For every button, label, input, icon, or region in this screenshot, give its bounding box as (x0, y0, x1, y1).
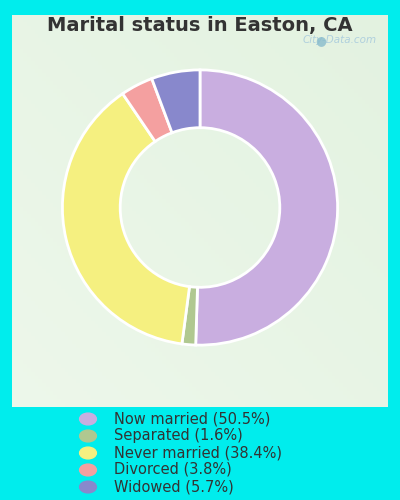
Circle shape (80, 464, 96, 476)
Text: Now married (50.5%): Now married (50.5%) (114, 411, 270, 426)
Text: Widowed (5.7%): Widowed (5.7%) (114, 479, 234, 494)
Text: City-Data.com: City-Data.com (302, 34, 377, 44)
Text: Divorced (3.8%): Divorced (3.8%) (114, 462, 232, 477)
Wedge shape (62, 94, 190, 344)
Wedge shape (196, 70, 338, 345)
Wedge shape (123, 78, 172, 142)
Circle shape (80, 447, 96, 459)
Text: Separated (1.6%): Separated (1.6%) (114, 428, 243, 443)
Text: Marital status in Easton, CA: Marital status in Easton, CA (47, 16, 353, 35)
Text: ●: ● (315, 34, 326, 47)
Circle shape (80, 430, 96, 442)
Circle shape (80, 413, 96, 425)
Circle shape (80, 481, 96, 493)
Wedge shape (152, 70, 200, 133)
Text: Never married (38.4%): Never married (38.4%) (114, 445, 282, 460)
Wedge shape (182, 286, 198, 345)
